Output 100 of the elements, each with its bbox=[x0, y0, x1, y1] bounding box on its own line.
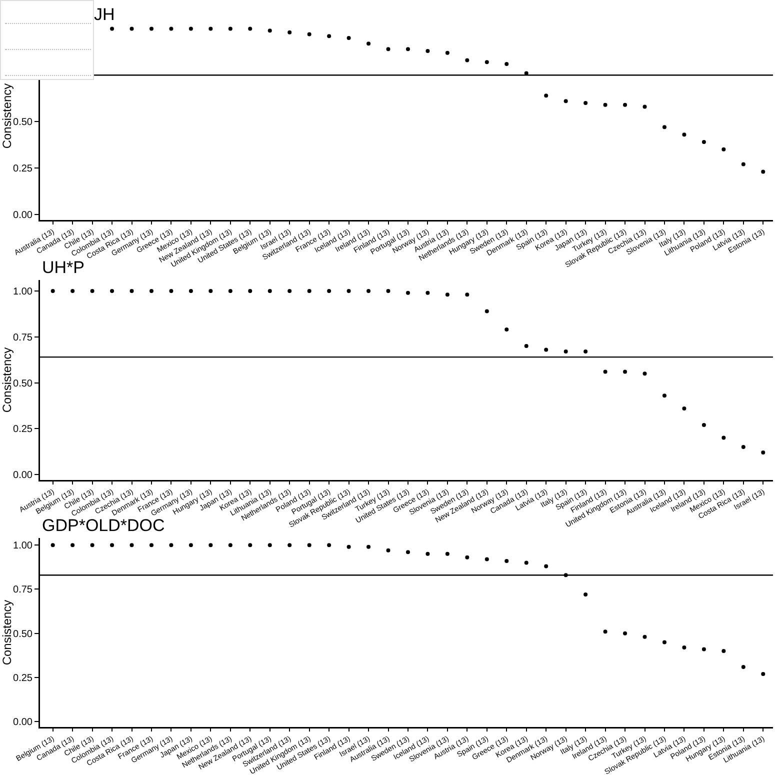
point bbox=[366, 42, 371, 46]
point bbox=[544, 348, 548, 352]
point bbox=[722, 147, 726, 152]
point bbox=[386, 289, 390, 294]
point bbox=[445, 552, 450, 556]
point bbox=[642, 104, 647, 109]
point bbox=[741, 664, 746, 669]
point bbox=[50, 289, 55, 294]
point bbox=[741, 162, 746, 166]
point bbox=[208, 289, 213, 294]
point bbox=[228, 543, 232, 548]
point bbox=[682, 406, 686, 410]
point bbox=[50, 543, 55, 548]
point bbox=[288, 30, 292, 34]
point bbox=[346, 544, 351, 549]
point bbox=[445, 292, 450, 297]
point bbox=[662, 394, 666, 398]
point bbox=[307, 32, 312, 36]
point bbox=[662, 640, 666, 644]
point bbox=[70, 289, 75, 294]
chart-title: UH*P bbox=[42, 258, 85, 277]
point bbox=[584, 592, 588, 597]
point bbox=[642, 634, 647, 639]
point bbox=[149, 26, 154, 31]
point bbox=[169, 289, 174, 294]
point bbox=[169, 26, 174, 31]
point bbox=[564, 99, 568, 104]
point bbox=[623, 102, 628, 107]
point bbox=[188, 543, 193, 548]
point bbox=[524, 560, 528, 565]
point bbox=[406, 290, 410, 295]
y-tick-label: 0.00 bbox=[13, 717, 33, 728]
point bbox=[741, 444, 746, 449]
y-tick-label: 0.75 bbox=[13, 584, 33, 596]
point bbox=[761, 170, 766, 174]
point bbox=[722, 649, 726, 654]
chart-title: JH bbox=[94, 5, 115, 24]
point bbox=[130, 289, 134, 294]
point bbox=[584, 350, 588, 354]
point bbox=[761, 450, 766, 454]
point bbox=[682, 132, 686, 137]
point bbox=[248, 26, 252, 31]
point bbox=[346, 289, 351, 294]
point bbox=[248, 543, 252, 548]
point bbox=[504, 62, 509, 66]
point bbox=[130, 543, 134, 548]
point bbox=[288, 289, 292, 294]
point bbox=[406, 550, 410, 554]
y-axis-title: Consistency bbox=[0, 83, 14, 149]
point bbox=[426, 552, 430, 556]
point bbox=[702, 140, 706, 144]
y-tick-label: 1.00 bbox=[13, 286, 33, 298]
point bbox=[110, 289, 114, 294]
point bbox=[426, 290, 430, 295]
y-tick-label: 0.25 bbox=[13, 164, 33, 174]
point bbox=[346, 36, 351, 40]
point bbox=[268, 543, 272, 548]
y-axis-title: Consistency bbox=[0, 347, 14, 413]
point bbox=[722, 436, 726, 440]
y-tick-label: 0.75 bbox=[13, 332, 33, 344]
point bbox=[188, 26, 193, 31]
point bbox=[484, 557, 489, 562]
y-tick-label: 0.00 bbox=[13, 210, 33, 221]
point bbox=[524, 344, 528, 348]
point bbox=[268, 289, 272, 294]
point bbox=[544, 94, 548, 98]
point bbox=[327, 34, 332, 38]
point bbox=[603, 102, 608, 107]
point bbox=[465, 555, 470, 560]
y-axis-title: Consistency bbox=[0, 600, 14, 666]
point bbox=[366, 289, 371, 294]
point bbox=[445, 50, 450, 55]
point bbox=[169, 543, 174, 548]
point bbox=[386, 47, 390, 52]
point bbox=[484, 309, 489, 314]
point bbox=[327, 543, 332, 548]
point bbox=[110, 26, 114, 31]
point bbox=[702, 422, 706, 427]
point bbox=[386, 548, 390, 552]
y-tick-label: 0.25 bbox=[13, 673, 33, 684]
y-tick-label: 1.00 bbox=[13, 540, 33, 552]
point bbox=[761, 672, 766, 676]
point bbox=[406, 47, 410, 52]
point bbox=[642, 372, 647, 376]
point bbox=[623, 631, 628, 636]
point bbox=[603, 370, 608, 374]
point bbox=[366, 544, 371, 549]
point bbox=[90, 543, 94, 548]
y-tick-label: 0.50 bbox=[13, 378, 33, 390]
point bbox=[208, 26, 213, 31]
point bbox=[426, 49, 430, 53]
point bbox=[682, 646, 686, 650]
point bbox=[70, 543, 75, 548]
point bbox=[188, 289, 193, 294]
point bbox=[110, 543, 114, 548]
point bbox=[504, 558, 509, 563]
point bbox=[130, 26, 134, 31]
point bbox=[90, 289, 94, 294]
point bbox=[208, 543, 213, 548]
point bbox=[623, 370, 628, 374]
